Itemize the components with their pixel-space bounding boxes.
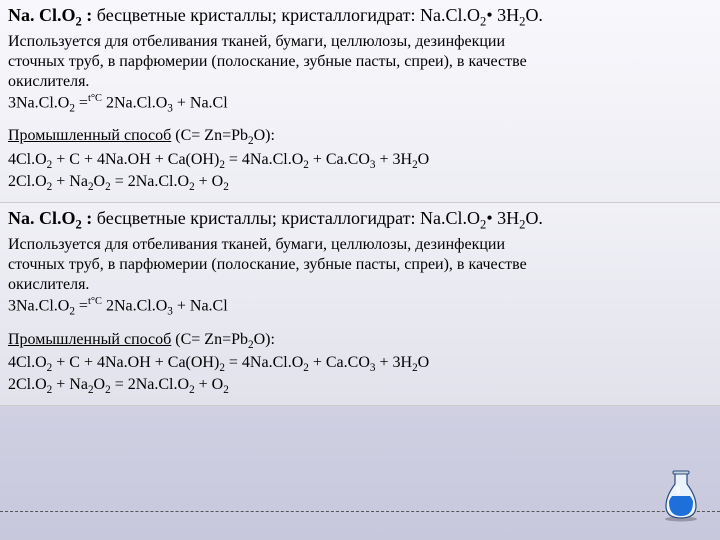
- equation-3: 2Cl.O2 + Na2O2 = 2Na.Cl.O2 + O2: [8, 172, 712, 194]
- equation-2: 4Cl.O2 + C + 4Na.OH + Ca(OH)2 = 4Na.Cl.O…: [8, 150, 712, 172]
- title-line: Na. Cl.O2 : бесцветные кристаллы; криста…: [8, 4, 712, 30]
- equation-3: 2Cl.O2 + Na2O2 = 2Na.Cl.O2 + O2: [8, 375, 712, 397]
- usage-line-1: Используется для отбеливания тканей, бум…: [8, 235, 712, 255]
- usage-line-1: Используется для отбеливания тканей, бум…: [8, 32, 712, 52]
- equation-1: 3Na.Cl.O2 =t°C 2Na.Cl.O3 + Na.Cl: [8, 295, 712, 319]
- usage-line-2: сточных труб, в парфюмерии (полоскание, …: [8, 255, 712, 275]
- usage-line-2: сточных труб, в парфюмерии (полоскание, …: [8, 52, 712, 72]
- title-line: Na. Cl.O2 : бесцветные кристаллы; криста…: [8, 207, 712, 233]
- usage-line-3: окислителя.: [8, 275, 712, 295]
- content-block-2: Na. Cl.O2 : бесцветные кристаллы; криста…: [0, 203, 720, 406]
- compound-formula: Na. Cl.O2: [8, 208, 82, 228]
- industrial-heading: Промышленный способ (C= Zn=Pb2O):: [8, 331, 712, 351]
- compound-formula: Na. Cl.O2: [8, 5, 82, 25]
- equation-2: 4Cl.O2 + C + 4Na.OH + Ca(OH)2 = 4Na.Cl.O…: [8, 353, 712, 375]
- content-block-1: Na. Cl.O2 : бесцветные кристаллы; криста…: [0, 0, 720, 203]
- flask-icon: [660, 470, 702, 522]
- industrial-heading: Промышленный способ (C= Zn=Pb2O):: [8, 127, 712, 147]
- usage-line-3: окислителя.: [8, 72, 712, 92]
- equation-1: 3Na.Cl.O2 =t°C 2Na.Cl.O3 + Na.Cl: [8, 92, 712, 116]
- divider-line: [0, 511, 720, 512]
